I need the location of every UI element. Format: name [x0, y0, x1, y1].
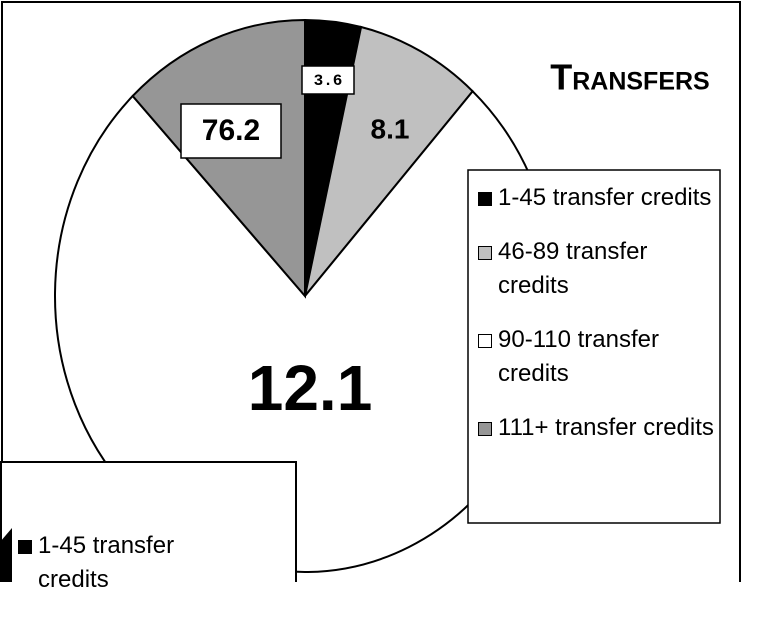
pie — [54, 18, 556, 573]
legend-item: 46-89 transfer credits — [478, 235, 714, 303]
legend-label: 1-45 transfer credits — [38, 532, 175, 593]
chart-title: Transfers — [550, 57, 710, 98]
chart: Transfers 3.6 8.1 76.2 12.1 — [0, 1, 741, 582]
legend-label: 1-45 transfer credits — [498, 184, 712, 211]
page: Transfers 3.6 8.1 76.2 12.1 1-45 transfer c… — [0, 1, 741, 593]
legend-item: 111+ transfer credits — [478, 411, 714, 445]
label-box — [180, 103, 282, 159]
label-box — [301, 65, 355, 95]
legend-item: 90-110 transfer credits — [478, 323, 714, 391]
legend-box — [467, 169, 721, 524]
legend-item: 1-45 transfer credits — [478, 181, 714, 215]
legend-label: 90-110 transfer credits — [498, 326, 659, 387]
legend-item: 1-45 transfer credits — [18, 529, 218, 597]
data-label: 76.2 — [202, 114, 260, 147]
overlay-slice — [0, 528, 12, 582]
data-label: 3.6 — [314, 72, 343, 90]
overlay-window — [0, 461, 297, 582]
legend-label: 111+ transfer credits — [498, 414, 714, 441]
legend-swatch — [478, 246, 492, 260]
legend-label: 46-89 transfer credits — [498, 238, 648, 299]
pie-slice — [304, 25, 475, 297]
legend: 1-45 transfer credits 46-89 transfer cred… — [478, 181, 714, 465]
legend-swatch — [478, 192, 492, 206]
legend-swatch — [478, 422, 492, 436]
data-label: 8.1 — [371, 113, 410, 144]
overlay-legend: 1-45 transfer credits — [18, 529, 218, 617]
legend-swatch — [478, 334, 492, 348]
frame — [1, 1, 741, 582]
legend-swatch — [18, 540, 32, 554]
data-label: 12.1 — [248, 352, 373, 424]
